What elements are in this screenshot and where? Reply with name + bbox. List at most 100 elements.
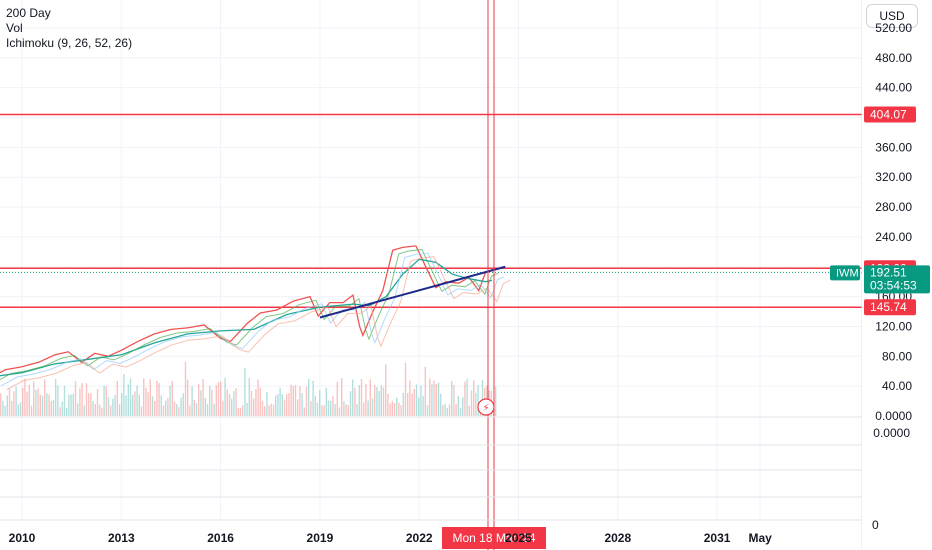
legend-item-ichimoku[interactable]: Ichimoku (9, 26, 52, 26) (6, 36, 133, 50)
volume-bar (63, 385, 66, 416)
volume-bar (171, 380, 173, 416)
volume-bar (308, 379, 310, 416)
y-tick-label: 160.00 (875, 290, 912, 304)
y-tick-label: 360.00 (875, 140, 912, 154)
volume-bar (444, 403, 446, 416)
volume-bar (17, 404, 19, 416)
volume-bar (72, 393, 74, 416)
volume-bar (330, 400, 332, 416)
volume-bar (41, 395, 44, 416)
volume-bar (378, 391, 380, 416)
volume-bar (22, 387, 24, 416)
volume-bar (160, 395, 162, 416)
volume-bar (475, 392, 477, 416)
volume-bar (365, 384, 367, 416)
volume-bar (299, 386, 301, 416)
last-price: 192.51 (870, 265, 907, 279)
volume-bar (44, 379, 46, 416)
volume-bar (334, 403, 336, 416)
last-price-tag (864, 265, 930, 294)
volume-bar (281, 394, 283, 416)
volume-bar (345, 404, 347, 416)
currency-button[interactable]: USD (866, 4, 918, 28)
volume-bar (61, 401, 63, 416)
volume-bar (319, 390, 321, 416)
volume-bar (200, 390, 202, 416)
volume-bar (415, 384, 418, 416)
volume-bar (222, 400, 224, 416)
volume-bar (369, 379, 371, 416)
volume-bar (132, 394, 134, 416)
volume-bar (15, 386, 17, 416)
volume-bar (136, 385, 138, 416)
volume-bar (162, 405, 165, 416)
volume-bar (79, 388, 81, 416)
volume-bar (473, 380, 475, 416)
volume-bar (213, 403, 215, 416)
volume-bar (204, 397, 206, 416)
crosshair-date-label: Mon 18 Mar '24 (453, 531, 536, 545)
volume-bar (387, 393, 389, 416)
y-tick-label: 120.00 (875, 319, 912, 333)
y-axis-labels: 520.00480.00440.00400.00360.00320.00280.… (875, 21, 912, 423)
price-tag (864, 106, 916, 123)
volume-bar (114, 394, 116, 416)
volume-bar (393, 402, 396, 416)
volume-bar (156, 380, 158, 416)
volume-bar (301, 393, 303, 416)
volume-bar (235, 388, 237, 416)
volume-bar (253, 398, 255, 416)
volume-bar (294, 385, 297, 416)
volume-bar (259, 387, 261, 416)
volume-bar (453, 385, 455, 416)
volume-bar (242, 405, 244, 416)
volume-bar (305, 386, 308, 416)
y-tick-label: 440.00 (875, 81, 912, 95)
volume-bar (138, 394, 140, 416)
lower-pane-value: 0.0000 (873, 426, 910, 440)
volume-bar (407, 392, 409, 416)
volume-bar (99, 404, 101, 416)
volume-bar (30, 405, 33, 416)
volume-bar (374, 385, 376, 416)
volume-bar (264, 406, 266, 416)
volume-bar (211, 389, 213, 416)
volume-bar (52, 399, 55, 416)
volume-bar (316, 402, 319, 416)
price-tag-label: 198.00 (870, 261, 907, 275)
volume-bar (158, 383, 160, 416)
legend-item-vol[interactable]: Vol (6, 21, 23, 35)
volume-bar (332, 396, 334, 416)
volume-bar (237, 407, 239, 416)
volume-bar (321, 405, 323, 416)
volume-bar (127, 384, 129, 416)
volume-bar (429, 378, 431, 416)
volume-bar (371, 398, 374, 416)
volume-bar (426, 405, 429, 416)
volume-bar (90, 393, 92, 416)
volume-bar (198, 384, 200, 416)
price-tag-label: 404.07 (870, 107, 907, 121)
volume-bar (145, 387, 147, 416)
volume-bar (92, 401, 94, 416)
volume-bar (277, 394, 279, 416)
volume-bar (81, 383, 83, 416)
volume-bar (358, 385, 360, 416)
trendline[interactable] (319, 265, 506, 319)
lightning-icon: ⚡ (482, 403, 489, 414)
y-tick-label: 0.0000 (875, 409, 912, 423)
volume-bar (400, 405, 402, 416)
price-chart[interactable]: ⚡ Mon 18 Mar '24 (0, 0, 862, 550)
volume-bar (66, 407, 68, 416)
volume-bar (217, 382, 220, 416)
volume-bar (457, 396, 459, 416)
volume-bar (455, 404, 457, 416)
volume-bar (409, 380, 411, 416)
volume-bar (239, 407, 242, 416)
volume-bar (233, 390, 235, 416)
volume-bar (270, 403, 272, 416)
volume-bar (220, 381, 222, 416)
crosshair: ⚡ Mon 18 Mar '24 (442, 0, 546, 550)
indicator-legend: 200 Day Vol Ichimoku (9, 26, 52, 26) (6, 6, 132, 51)
legend-item-200-day[interactable]: 200 Day (6, 6, 51, 20)
